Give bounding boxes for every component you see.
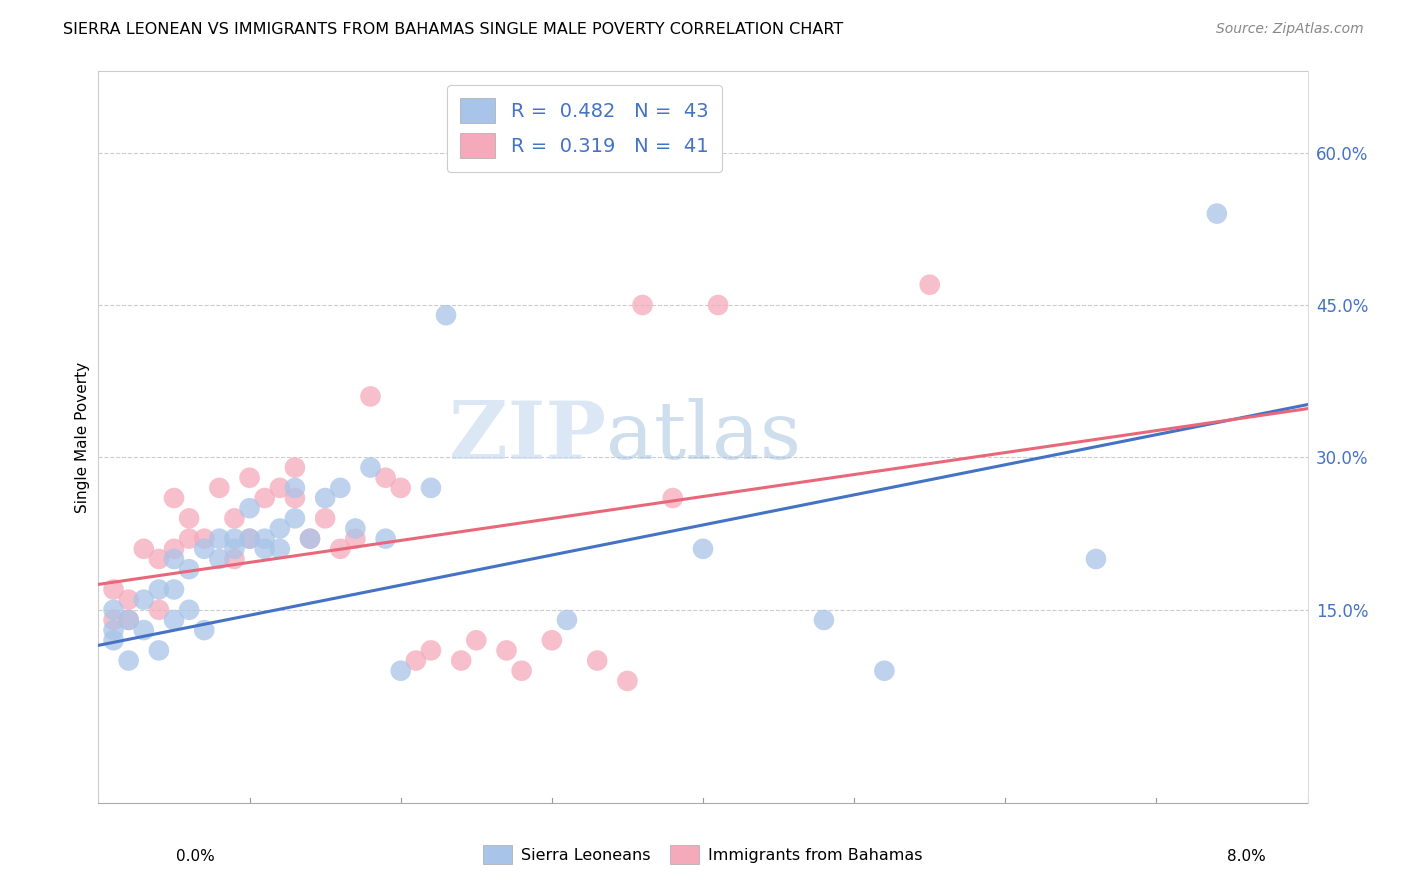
Point	[389, 664, 412, 678]
Point	[360, 389, 382, 403]
Point	[132, 592, 155, 607]
Point	[707, 298, 730, 312]
Point	[374, 532, 396, 546]
Point	[661, 491, 683, 505]
Point	[540, 633, 562, 648]
Point	[1085, 552, 1108, 566]
Point	[239, 471, 262, 485]
Point	[450, 654, 472, 668]
Point	[224, 541, 246, 556]
Point	[918, 277, 941, 292]
Y-axis label: Single Male Poverty: Single Male Poverty	[75, 361, 90, 513]
Text: ZIP: ZIP	[450, 398, 606, 476]
Point	[103, 613, 125, 627]
Point	[434, 308, 457, 322]
Point	[193, 532, 215, 546]
Point	[118, 654, 141, 668]
Point	[163, 491, 186, 505]
Point	[360, 460, 382, 475]
Point	[873, 664, 896, 678]
Point	[420, 481, 443, 495]
Point	[555, 613, 578, 627]
Point	[389, 481, 412, 495]
Point	[148, 603, 170, 617]
Point	[239, 532, 262, 546]
Point	[224, 532, 246, 546]
Point	[465, 633, 488, 648]
Point	[314, 491, 336, 505]
Point	[374, 471, 396, 485]
Point	[495, 643, 517, 657]
Point	[148, 582, 170, 597]
Point	[253, 541, 276, 556]
Point	[118, 613, 141, 627]
Point	[253, 532, 276, 546]
Point	[179, 562, 201, 576]
Point	[132, 623, 155, 637]
Point	[344, 532, 367, 546]
Point	[208, 532, 231, 546]
Point	[510, 664, 533, 678]
Point	[179, 532, 201, 546]
Point	[208, 552, 231, 566]
Point	[103, 623, 125, 637]
Point	[269, 521, 291, 535]
Point	[163, 552, 186, 566]
Point	[299, 532, 322, 546]
Point	[239, 532, 262, 546]
Point	[179, 603, 201, 617]
Point	[314, 511, 336, 525]
Point	[813, 613, 835, 627]
Point	[103, 582, 125, 597]
Point	[344, 521, 367, 535]
Point	[299, 532, 322, 546]
Point	[163, 613, 186, 627]
Point	[692, 541, 714, 556]
Point	[132, 541, 155, 556]
Point	[284, 460, 307, 475]
Point	[269, 481, 291, 495]
Text: SIERRA LEONEAN VS IMMIGRANTS FROM BAHAMAS SINGLE MALE POVERTY CORRELATION CHART: SIERRA LEONEAN VS IMMIGRANTS FROM BAHAMA…	[63, 22, 844, 37]
Point	[1206, 206, 1229, 220]
Point	[163, 582, 186, 597]
Point	[163, 541, 186, 556]
Point	[179, 511, 201, 525]
Point	[269, 541, 291, 556]
Point	[284, 481, 307, 495]
Point	[208, 481, 231, 495]
Point	[193, 623, 215, 637]
Point	[224, 511, 246, 525]
Point	[103, 633, 125, 648]
Point	[420, 643, 443, 657]
Point	[118, 613, 141, 627]
Point	[148, 643, 170, 657]
Point	[329, 541, 352, 556]
Legend: R =  0.482   N =  43, R =  0.319   N =  41: R = 0.482 N = 43, R = 0.319 N = 41	[447, 85, 723, 171]
Point	[224, 552, 246, 566]
Point	[118, 592, 141, 607]
Point	[193, 541, 215, 556]
Text: 0.0%: 0.0%	[176, 849, 215, 863]
Point	[284, 511, 307, 525]
Point	[405, 654, 427, 668]
Point	[329, 481, 352, 495]
Point	[253, 491, 276, 505]
Point	[148, 552, 170, 566]
Point	[239, 501, 262, 516]
Text: atlas: atlas	[606, 398, 801, 476]
Point	[103, 603, 125, 617]
Text: Source: ZipAtlas.com: Source: ZipAtlas.com	[1216, 22, 1364, 37]
Text: 8.0%: 8.0%	[1226, 849, 1265, 863]
Point	[631, 298, 654, 312]
Legend: Sierra Leoneans, Immigrants from Bahamas: Sierra Leoneans, Immigrants from Bahamas	[477, 838, 929, 871]
Point	[284, 491, 307, 505]
Point	[616, 673, 638, 688]
Point	[586, 654, 609, 668]
